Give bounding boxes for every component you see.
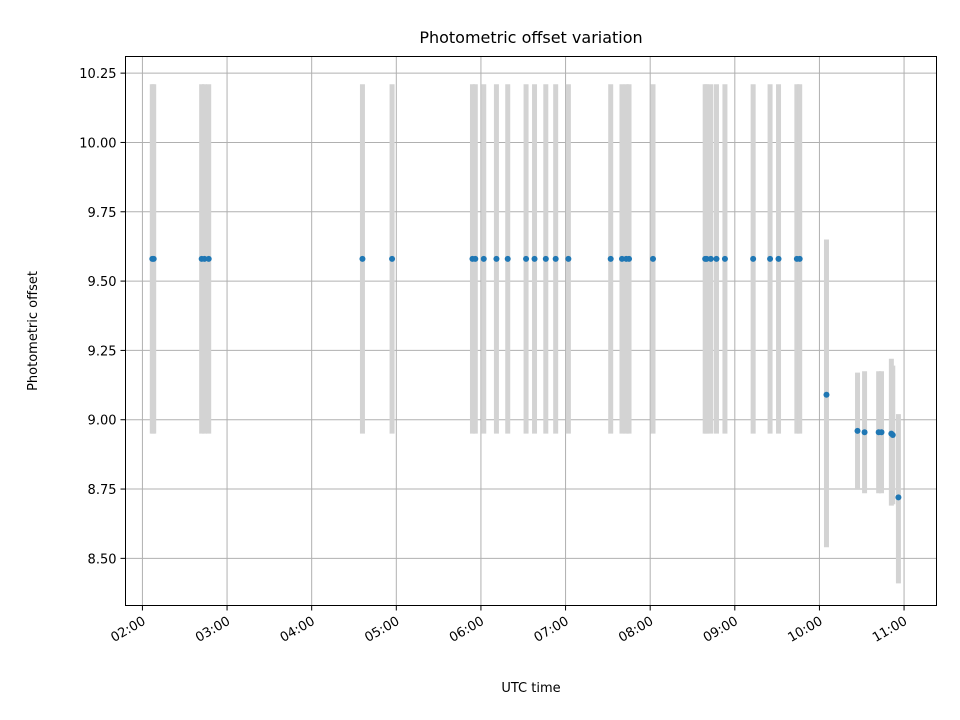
data-point — [504, 255, 511, 262]
x-axis-label: UTC time — [501, 681, 560, 696]
data-point — [713, 255, 720, 262]
data-point — [618, 255, 625, 262]
data-point — [703, 255, 710, 262]
plot-frame — [125, 56, 937, 606]
data-point — [531, 255, 538, 262]
chart-title: Photometric offset variation — [419, 28, 642, 47]
y-tick-label: 9.00 — [88, 414, 117, 429]
data-point — [854, 427, 861, 434]
data-point — [552, 255, 559, 262]
data-point — [472, 255, 479, 262]
data-point — [359, 255, 366, 262]
data-point — [823, 391, 830, 398]
data-point — [750, 255, 757, 262]
data-point — [205, 255, 212, 262]
y-tick-label: 9.25 — [88, 344, 117, 359]
data-point — [707, 255, 714, 262]
data-point — [480, 255, 487, 262]
y-tick-label: 8.75 — [88, 483, 117, 498]
data-point — [150, 255, 157, 262]
data-point — [389, 255, 396, 262]
data-point — [878, 429, 885, 436]
data-point — [775, 255, 782, 262]
data-point — [493, 255, 500, 262]
data-point — [565, 255, 572, 262]
data-point — [895, 494, 902, 501]
data-point — [542, 255, 549, 262]
y-tick-label: 10.00 — [79, 136, 116, 151]
data-point — [767, 255, 774, 262]
data-point — [861, 429, 868, 436]
y-tick-label: 10.25 — [79, 67, 116, 82]
y-tick-label: 9.75 — [88, 206, 117, 221]
data-points — [149, 255, 902, 501]
data-point — [889, 431, 896, 438]
y-tick-label: 8.50 — [88, 552, 117, 567]
data-point — [626, 255, 633, 262]
data-point — [721, 255, 728, 262]
y-tick-label: 9.50 — [88, 275, 117, 290]
data-point — [201, 255, 208, 262]
data-point — [650, 255, 657, 262]
y-axis-label: Photometric offset — [26, 271, 41, 391]
data-point — [607, 255, 614, 262]
y-axis-ticks: 8.50 8.75 9.00 9.25 9.50 9.75 10.00 10.25 — [79, 67, 126, 567]
data-point — [523, 255, 530, 262]
data-point — [796, 255, 803, 262]
